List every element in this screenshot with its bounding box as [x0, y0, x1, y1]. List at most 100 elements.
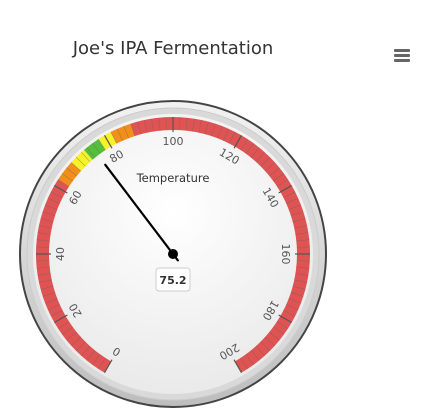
gauge-minor-tick	[47, 304, 60, 310]
gauge-minor-tick	[273, 173, 285, 182]
gauge-minor-tick	[40, 218, 54, 223]
chart-menu-button[interactable]	[386, 40, 418, 70]
gauge-minor-tick	[81, 345, 91, 357]
gauge-band-5	[110, 123, 135, 144]
gauge-minor-tick	[296, 246, 310, 248]
gauge-major-tick	[278, 184, 292, 194]
gauge-minor-tick	[288, 204, 302, 210]
gauge-major-tick	[278, 314, 292, 324]
gauge-minor-tick	[50, 191, 63, 198]
gauge-minor-tick	[260, 156, 271, 167]
gauge-minor-tick	[240, 357, 248, 370]
gauge-minor-tick	[286, 304, 299, 310]
gauge-minor-tick	[44, 204, 58, 210]
gauge-minor-tick	[179, 117, 181, 131]
gauge-minor-tick	[290, 292, 304, 297]
gauge-minor-tick	[295, 273, 309, 276]
gauge-minor-tick	[37, 232, 51, 235]
gauge-minor-tick	[185, 117, 188, 131]
gauge-minor-tick	[264, 336, 276, 346]
gauge-needle	[104, 163, 179, 262]
gauge-minor-tick	[36, 260, 50, 262]
gauge-minor-tick	[98, 357, 106, 370]
gauge-minor-tick	[98, 138, 106, 151]
gauge-minor-tick	[229, 131, 236, 144]
gauge-minor-tick	[75, 156, 86, 167]
gauge-band-3	[84, 139, 106, 160]
gauge-minor-tick	[70, 336, 82, 346]
gauge-minor-tick	[294, 279, 308, 283]
value-label: 75.2	[159, 274, 186, 287]
gauge-tick-label: 20	[66, 301, 84, 320]
chart-title: Joe's IPA Fermentation	[72, 38, 274, 59]
gauge-minor-tick	[211, 123, 216, 137]
gauge-minor-tick	[61, 326, 73, 335]
gauge-minor-tick	[245, 354, 254, 366]
gauge-minor-tick	[123, 125, 129, 139]
gauge-minor-tick	[50, 310, 63, 317]
gauge-minor-tick	[36, 266, 50, 269]
gauge-minor-tick	[92, 354, 101, 366]
gauge-minor-tick	[255, 151, 265, 163]
gauge-minor-tick	[37, 273, 51, 276]
gauge-minor-tick	[276, 179, 289, 187]
gauge-minor-tick	[288, 298, 302, 304]
gauge-tick-label: 40	[54, 247, 67, 261]
gauge-major-tick	[54, 314, 68, 324]
gauge-minor-tick	[86, 350, 96, 361]
value-label-box: 75.2	[155, 267, 191, 292]
gauge-minor-tick	[44, 298, 58, 304]
gauge-minor-tick	[283, 191, 296, 198]
gauge-minor-tick	[296, 260, 310, 262]
gauge-band-2	[71, 149, 93, 172]
gauge-minor-tick	[158, 117, 161, 131]
gauge-minor-tick	[40, 285, 54, 290]
gauge-minor-tick	[165, 117, 167, 131]
gauge-minor-tick	[81, 151, 91, 163]
gauge-minor-tick	[38, 279, 52, 283]
gauge-minor-tick	[217, 125, 223, 139]
gauge-minor-tick	[240, 138, 248, 151]
gauge-major-tick	[54, 184, 68, 194]
gauge-minor-tick	[255, 345, 265, 357]
gauge-minor-tick	[66, 331, 77, 341]
gauge-minor-tick	[296, 266, 310, 269]
gauge-band-0	[36, 179, 111, 373]
gauge-minor-tick	[294, 225, 308, 229]
gauge-minor-tick	[38, 225, 52, 229]
gauge-minor-tick	[75, 341, 86, 352]
gauge-minor-tick	[269, 331, 280, 341]
gauge-minor-tick	[86, 147, 96, 158]
gauge-tick-label: 100	[163, 135, 184, 148]
gauge-minor-tick	[110, 131, 117, 144]
gauge-minor-tick	[290, 211, 304, 216]
gauge-minor-tick	[250, 350, 260, 361]
gauge-minor-tick	[57, 179, 70, 187]
gauge-minor-tick	[292, 218, 306, 223]
gauge-minor-tick	[292, 285, 306, 290]
gauge-band-1	[58, 162, 81, 187]
gauge-minor-tick	[61, 173, 73, 182]
gauge-minor-tick	[295, 232, 309, 235]
gauge-minor-tick	[137, 121, 142, 135]
gauge-minor-tick	[276, 321, 289, 329]
gauge-minor-tick	[269, 167, 280, 177]
gauge-minor-tick	[286, 198, 299, 204]
gauge-minor-tick	[204, 121, 209, 135]
gauge-minor-tick	[198, 119, 202, 133]
gauge-minor-tick	[70, 162, 82, 172]
gauge-minor-tick	[151, 118, 154, 132]
gauge-tick-label: 60	[66, 188, 84, 207]
gauge-minor-tick	[36, 246, 50, 248]
gauge-minor-tick	[250, 147, 260, 158]
gauge-minor-tick	[92, 142, 101, 154]
gauge-tick-label: 160	[279, 244, 292, 265]
gauge-minor-tick	[42, 211, 56, 216]
gauge-needle-pivot	[168, 249, 178, 259]
gauge-minor-tick	[117, 128, 123, 141]
gauge-minor-tick	[192, 118, 195, 132]
gauge-minor-tick	[57, 321, 70, 329]
gauge-major-tick	[233, 135, 243, 149]
gauge-subtitle: Temperature	[136, 171, 210, 185]
